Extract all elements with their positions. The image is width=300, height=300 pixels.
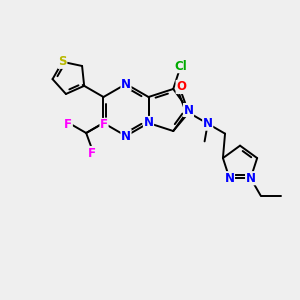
Text: F: F [88,146,96,160]
Text: F: F [64,118,72,131]
Text: N: N [224,172,235,185]
Text: Cl: Cl [174,60,187,73]
Text: N: N [143,116,154,130]
Text: N: N [184,103,194,116]
Text: S: S [58,55,67,68]
Text: N: N [246,172,256,185]
Text: N: N [121,77,131,91]
Text: F: F [100,118,108,131]
Text: O: O [176,80,186,94]
Text: N: N [121,130,131,142]
Text: N: N [203,117,213,130]
